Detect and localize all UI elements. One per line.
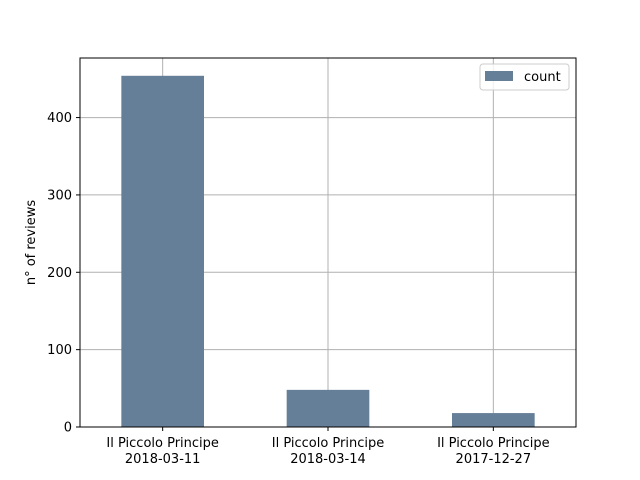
plot-frame [79, 57, 577, 428]
bar [286, 389, 370, 427]
x-tick-label: Il Piccolo Principe [272, 436, 385, 451]
x-tick-label: 2018-03-14 [290, 452, 366, 467]
x-tick-label: Il Piccolo Principe [437, 436, 550, 451]
y-tick-label: 300 [47, 188, 72, 203]
y-tick-label: 100 [47, 343, 72, 358]
y-axis-label: n° of reviews [24, 200, 39, 286]
y-axis-ticks: 0 100 200 300 400 [47, 111, 80, 436]
legend-box [479, 63, 570, 91]
bars [121, 75, 535, 427]
x-tick-label: 2018-03-11 [125, 452, 201, 467]
legend: count [479, 63, 570, 91]
y-tick-label: 400 [47, 111, 72, 126]
bar [121, 75, 204, 427]
y-tick-label: 200 [47, 266, 72, 281]
legend-label: count [524, 70, 561, 85]
x-tick-label: 2017-12-27 [456, 452, 532, 467]
legend-swatch [485, 71, 513, 81]
bar [452, 413, 535, 427]
x-tick-label: Il Piccolo Principe [106, 436, 219, 451]
y-tick-label: 0 [64, 421, 72, 436]
